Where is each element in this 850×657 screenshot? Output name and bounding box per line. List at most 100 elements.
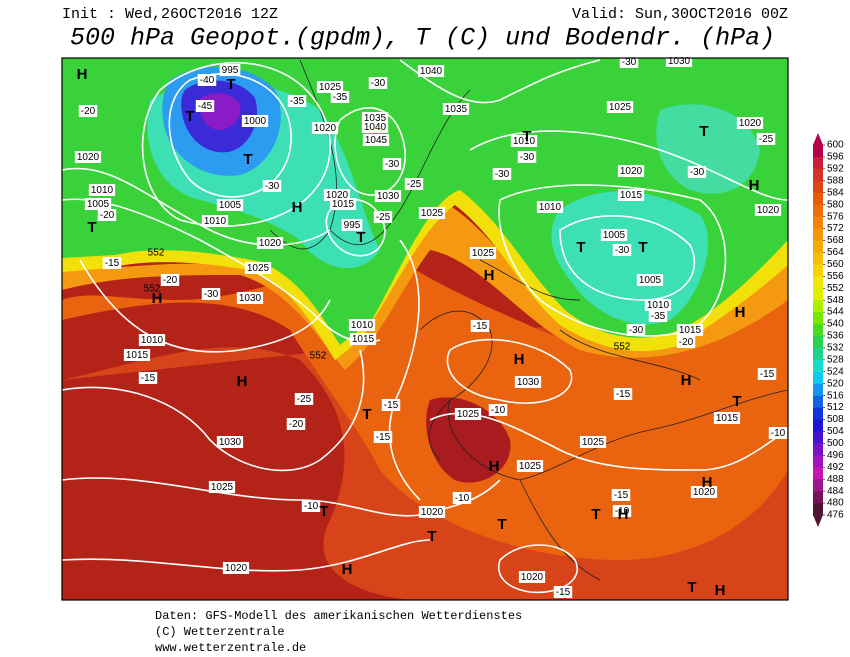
- isobar-label: 1020: [620, 166, 643, 177]
- isobar-line: [79, 259, 331, 353]
- isobar-label: 1010: [351, 320, 374, 331]
- isobar-line: [446, 338, 573, 404]
- isobar-label: 1020: [77, 152, 100, 163]
- pressure-center: H: [702, 474, 713, 491]
- isobar-label-box: [348, 319, 376, 331]
- colorbar-tick-label: 528: [827, 354, 844, 365]
- isobar-line: [325, 198, 386, 257]
- colorbar-segment: [813, 312, 823, 325]
- colorbar-segment: [813, 407, 823, 420]
- isobar-label-box: [454, 408, 482, 420]
- temperature-label-box: [197, 74, 217, 86]
- temperature-label: -25: [297, 394, 312, 405]
- temperature-label: -35: [333, 92, 348, 103]
- temperature-label-box: [626, 324, 646, 336]
- pressure-center: H: [715, 582, 726, 599]
- colorbar-segment: [813, 288, 823, 301]
- geopotential-label: 552: [148, 248, 165, 259]
- colorbar-tick-label: 500: [827, 438, 844, 449]
- temperature-label-box: [619, 56, 639, 68]
- footer-line: Daten: GFS-Modell des amerikanischen Wet…: [155, 609, 522, 623]
- colorbar-tick-label: 592: [827, 164, 844, 175]
- temperature-label: -15: [105, 258, 120, 269]
- temperature-label-box: [102, 257, 122, 269]
- isobar-label: 1015: [679, 325, 702, 336]
- temperature-label-box: [613, 388, 633, 400]
- colorbar: 6005965925885845805765725685645605565525…: [813, 133, 844, 527]
- colorbar-segment: [813, 180, 823, 194]
- isobar-label: 1020: [259, 238, 282, 249]
- isobar-line: [429, 412, 788, 471]
- pressure-center: T: [362, 406, 371, 423]
- temperature-label: -40: [200, 75, 215, 86]
- pressure-center: T: [185, 108, 194, 125]
- colorbar-segment: [813, 156, 823, 170]
- colorbar-segment: [813, 204, 823, 217]
- isobar-line: [388, 239, 421, 501]
- pressure-center: H: [681, 372, 692, 389]
- colorbar-tick-label: 564: [827, 247, 844, 258]
- isobar-label: 1010: [513, 136, 536, 147]
- isobar-line: [334, 107, 406, 196]
- map-frame: [61, 57, 789, 601]
- isobar-label-box: [690, 486, 718, 498]
- temperature-label-box: [368, 77, 388, 89]
- colorbar-segment: [813, 264, 823, 277]
- temperature-label-box: [768, 427, 788, 439]
- pressure-center: T: [226, 76, 235, 93]
- isobar-line: [498, 544, 578, 594]
- isobar-label-box: [329, 198, 357, 210]
- isobar-label: 1025: [319, 82, 342, 93]
- pressure-center: H: [514, 351, 525, 368]
- temperature-label: -30: [622, 57, 637, 68]
- temperature-label: -30: [371, 78, 386, 89]
- temperature-label: -15: [473, 321, 488, 332]
- isobar-line: [399, 59, 601, 104]
- isobar-label: 1005: [87, 199, 110, 210]
- colorbar-top-arrow: [813, 133, 823, 145]
- colorbar-bottom-arrow: [813, 515, 823, 527]
- isobar-label-box: [316, 81, 344, 93]
- init-time: Init : Wed,26OCT2016 12Z: [62, 6, 278, 23]
- temperature-label-box: [517, 151, 537, 163]
- isobar-label: 1045: [365, 135, 388, 146]
- pressure-center: H: [342, 561, 353, 578]
- temperature-label-box: [612, 244, 632, 256]
- isobar-label: 1030: [377, 191, 400, 202]
- isobar-label: 1020: [326, 190, 349, 201]
- colorbar-tick-label: 496: [827, 450, 844, 461]
- isobar-label: 1020: [225, 563, 248, 574]
- colorbar-tick-label: 548: [827, 295, 844, 306]
- temperature-label: -30: [385, 159, 400, 170]
- isobar-label-box: [138, 334, 166, 346]
- colorbar-tick-label: 544: [827, 307, 844, 318]
- temperature-label: -15: [616, 389, 631, 400]
- footer-line: (C) Wetterzentrale: [155, 625, 285, 639]
- isobar-label-box: [349, 333, 377, 345]
- isobar-label-box: [216, 436, 244, 448]
- isobar-label-box: [201, 215, 229, 227]
- temperature-label-box: [648, 310, 668, 322]
- colorbar-tick-label: 600: [827, 140, 844, 151]
- isobar-label: 1005: [603, 230, 626, 241]
- colorbar-tick-label: 512: [827, 402, 844, 413]
- isobar-label-box: [617, 189, 645, 201]
- isobar-label: 1010: [91, 185, 114, 196]
- isobar-label: 1015: [352, 334, 375, 345]
- temperature-label-box: [287, 95, 307, 107]
- colorbar-tick-label: 540: [827, 319, 844, 330]
- colorbar-tick-label: 572: [827, 223, 844, 234]
- isobar-label-box: [469, 247, 497, 259]
- colorbar-tick-label: 568: [827, 235, 844, 246]
- pressure-center: H: [237, 373, 248, 390]
- isobar-label: 1000: [244, 116, 267, 127]
- temperature-label: -20: [100, 210, 115, 221]
- isobar-label-box: [636, 274, 664, 286]
- isobar-label-box: [241, 115, 269, 127]
- temperature-label-box: [138, 372, 158, 384]
- pressure-center: H: [484, 267, 495, 284]
- temperature-label: -15: [384, 400, 399, 411]
- geopotential-label: 552: [310, 351, 327, 362]
- temperature-label: -35: [651, 311, 666, 322]
- pressure-center: T: [687, 579, 696, 596]
